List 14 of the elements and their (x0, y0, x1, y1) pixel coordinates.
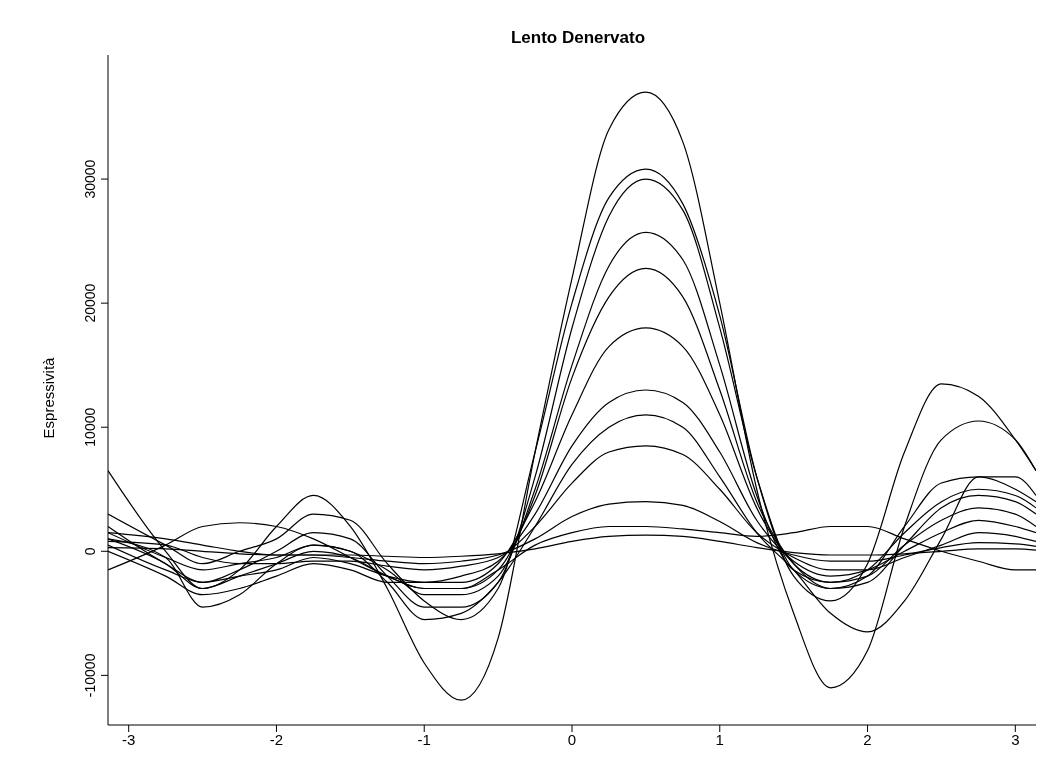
x-tick-label: -1 (417, 730, 431, 748)
y-tick-label: 10000 (82, 407, 98, 447)
x-tick-label: 2 (863, 730, 872, 748)
x-tick-label: -2 (269, 730, 284, 748)
y-axis-title: Espressività (39, 357, 57, 439)
x-tick-label: 1 (715, 730, 724, 748)
y-tick-label: 0 (82, 547, 98, 556)
x-tick-label: -3 (122, 730, 136, 748)
y-tick-label: 30000 (82, 159, 98, 199)
chart-title: Lento Denervato (509, 28, 647, 48)
y-tick-label: 20000 (82, 283, 98, 323)
x-tick-label: 0 (567, 730, 577, 748)
y-tick-label: -10000 (82, 653, 98, 698)
x-tick-label: 3 (1011, 730, 1020, 748)
